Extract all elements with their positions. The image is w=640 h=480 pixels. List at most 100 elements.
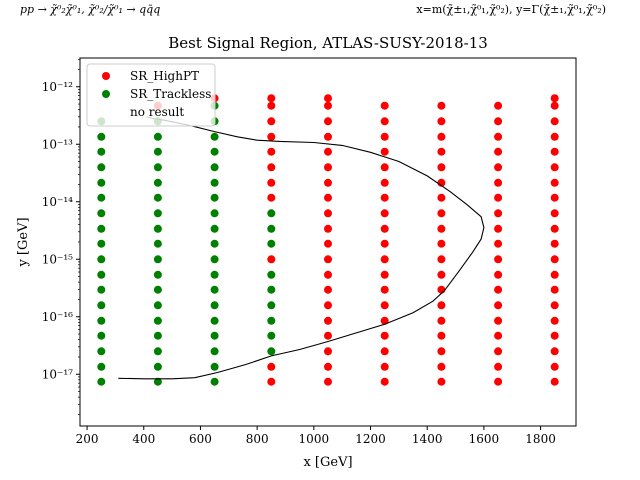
x-tick-label: 1400 (412, 432, 443, 446)
point-sr-trackless (153, 362, 162, 371)
point-sr-highpt (550, 362, 559, 371)
y-tick-label: 10⁻¹³ (42, 137, 73, 151)
point-sr-highpt (380, 193, 389, 202)
point-sr-trackless (267, 347, 276, 356)
point-sr-highpt (494, 178, 503, 187)
point-sr-highpt (324, 377, 332, 386)
y-tick-label: 10⁻¹⁵ (42, 252, 73, 266)
point-sr-trackless (267, 224, 276, 233)
point-sr-highpt (437, 224, 446, 233)
point-sr-highpt (494, 224, 503, 233)
point-sr-trackless (97, 224, 106, 233)
point-sr-highpt (437, 239, 446, 248)
point-sr-highpt (550, 239, 559, 248)
point-sr-trackless (97, 331, 106, 340)
point-sr-trackless (267, 209, 276, 218)
point-sr-highpt (494, 101, 503, 110)
point-sr-highpt (550, 270, 559, 279)
point-sr-trackless (153, 163, 162, 172)
point-sr-trackless (210, 163, 219, 172)
x-tick-label: 1200 (355, 432, 386, 446)
point-sr-highpt (550, 377, 559, 386)
point-sr-highpt (437, 193, 446, 202)
point-sr-highpt (324, 101, 332, 110)
point-sr-trackless (153, 132, 162, 141)
point-sr-highpt (324, 331, 332, 340)
x-tick-label: 1600 (469, 432, 500, 446)
point-sr-highpt (380, 301, 389, 310)
point-sr-highpt (550, 178, 559, 187)
point-sr-highpt (380, 101, 389, 110)
point-sr-trackless (210, 331, 219, 340)
point-sr-highpt (550, 94, 559, 103)
point-sr-highpt (324, 193, 332, 202)
point-sr-highpt (324, 117, 332, 126)
x-axis: 200 400 600 800 1000 1200 1400 1600 1800 (76, 426, 556, 446)
point-sr-highpt (380, 239, 389, 248)
point-sr-highpt (380, 178, 389, 187)
point-sr-highpt (324, 132, 332, 141)
point-sr-highpt (494, 270, 503, 279)
point-sr-highpt (380, 270, 389, 279)
x-axis-label: x [GeV] (303, 455, 352, 470)
point-sr-highpt (550, 255, 559, 264)
point-sr-trackless (97, 178, 106, 187)
point-sr-highpt (494, 209, 503, 218)
contour-layer (118, 116, 485, 380)
point-sr-highpt (494, 377, 503, 386)
point-sr-trackless (210, 239, 219, 248)
point-sr-trackless (210, 178, 219, 187)
legend-label: no result (130, 105, 184, 119)
point-sr-highpt (494, 147, 503, 156)
point-sr-trackless (210, 285, 219, 294)
point-sr-highpt (550, 163, 559, 172)
point-sr-trackless (97, 147, 106, 156)
y-tick-label: 10⁻¹⁶ (42, 310, 73, 324)
point-sr-trackless (267, 316, 276, 325)
point-sr-highpt (550, 132, 559, 141)
point-sr-highpt (380, 362, 389, 371)
point-sr-trackless (153, 270, 162, 279)
point-sr-highpt (550, 224, 559, 233)
point-sr-highpt (437, 362, 446, 371)
point-sr-trackless (97, 377, 106, 386)
legend-marker (102, 72, 110, 80)
point-sr-trackless (97, 132, 106, 141)
y-axis-label: y [GeV] (16, 217, 31, 267)
point-sr-trackless (153, 301, 162, 310)
point-sr-highpt (437, 270, 446, 279)
point-sr-highpt (494, 132, 503, 141)
point-sr-highpt (437, 316, 446, 325)
point-sr-highpt (324, 301, 332, 310)
point-sr-highpt (437, 285, 446, 294)
x-tick-label: 1000 (299, 432, 330, 446)
point-sr-highpt (380, 377, 389, 386)
point-sr-trackless (97, 270, 106, 279)
point-sr-highpt (550, 285, 559, 294)
point-sr-highpt (550, 301, 559, 310)
y-tick-label: 10⁻¹⁴ (42, 195, 73, 209)
point-sr-trackless (97, 209, 106, 218)
point-sr-trackless (210, 209, 219, 218)
point-sr-highpt (380, 331, 389, 340)
point-sr-trackless (97, 255, 106, 264)
point-sr-trackless (210, 316, 219, 325)
point-sr-highpt (380, 163, 389, 172)
point-sr-highpt (380, 347, 389, 356)
point-sr-highpt (437, 377, 446, 386)
point-sr-highpt (267, 101, 276, 110)
point-sr-highpt (324, 270, 332, 279)
point-sr-highpt (324, 94, 332, 103)
point-sr-highpt (494, 163, 503, 172)
point-sr-trackless (210, 224, 219, 233)
point-sr-trackless (97, 239, 106, 248)
point-sr-trackless (210, 147, 219, 156)
point-sr-trackless (97, 301, 106, 310)
point-sr-trackless (210, 362, 219, 371)
point-sr-trackless (267, 331, 276, 340)
point-sr-highpt (380, 147, 389, 156)
point-sr-highpt (267, 255, 276, 264)
point-sr-trackless (267, 270, 276, 279)
points-layer (97, 94, 559, 386)
point-sr-highpt (324, 209, 332, 218)
